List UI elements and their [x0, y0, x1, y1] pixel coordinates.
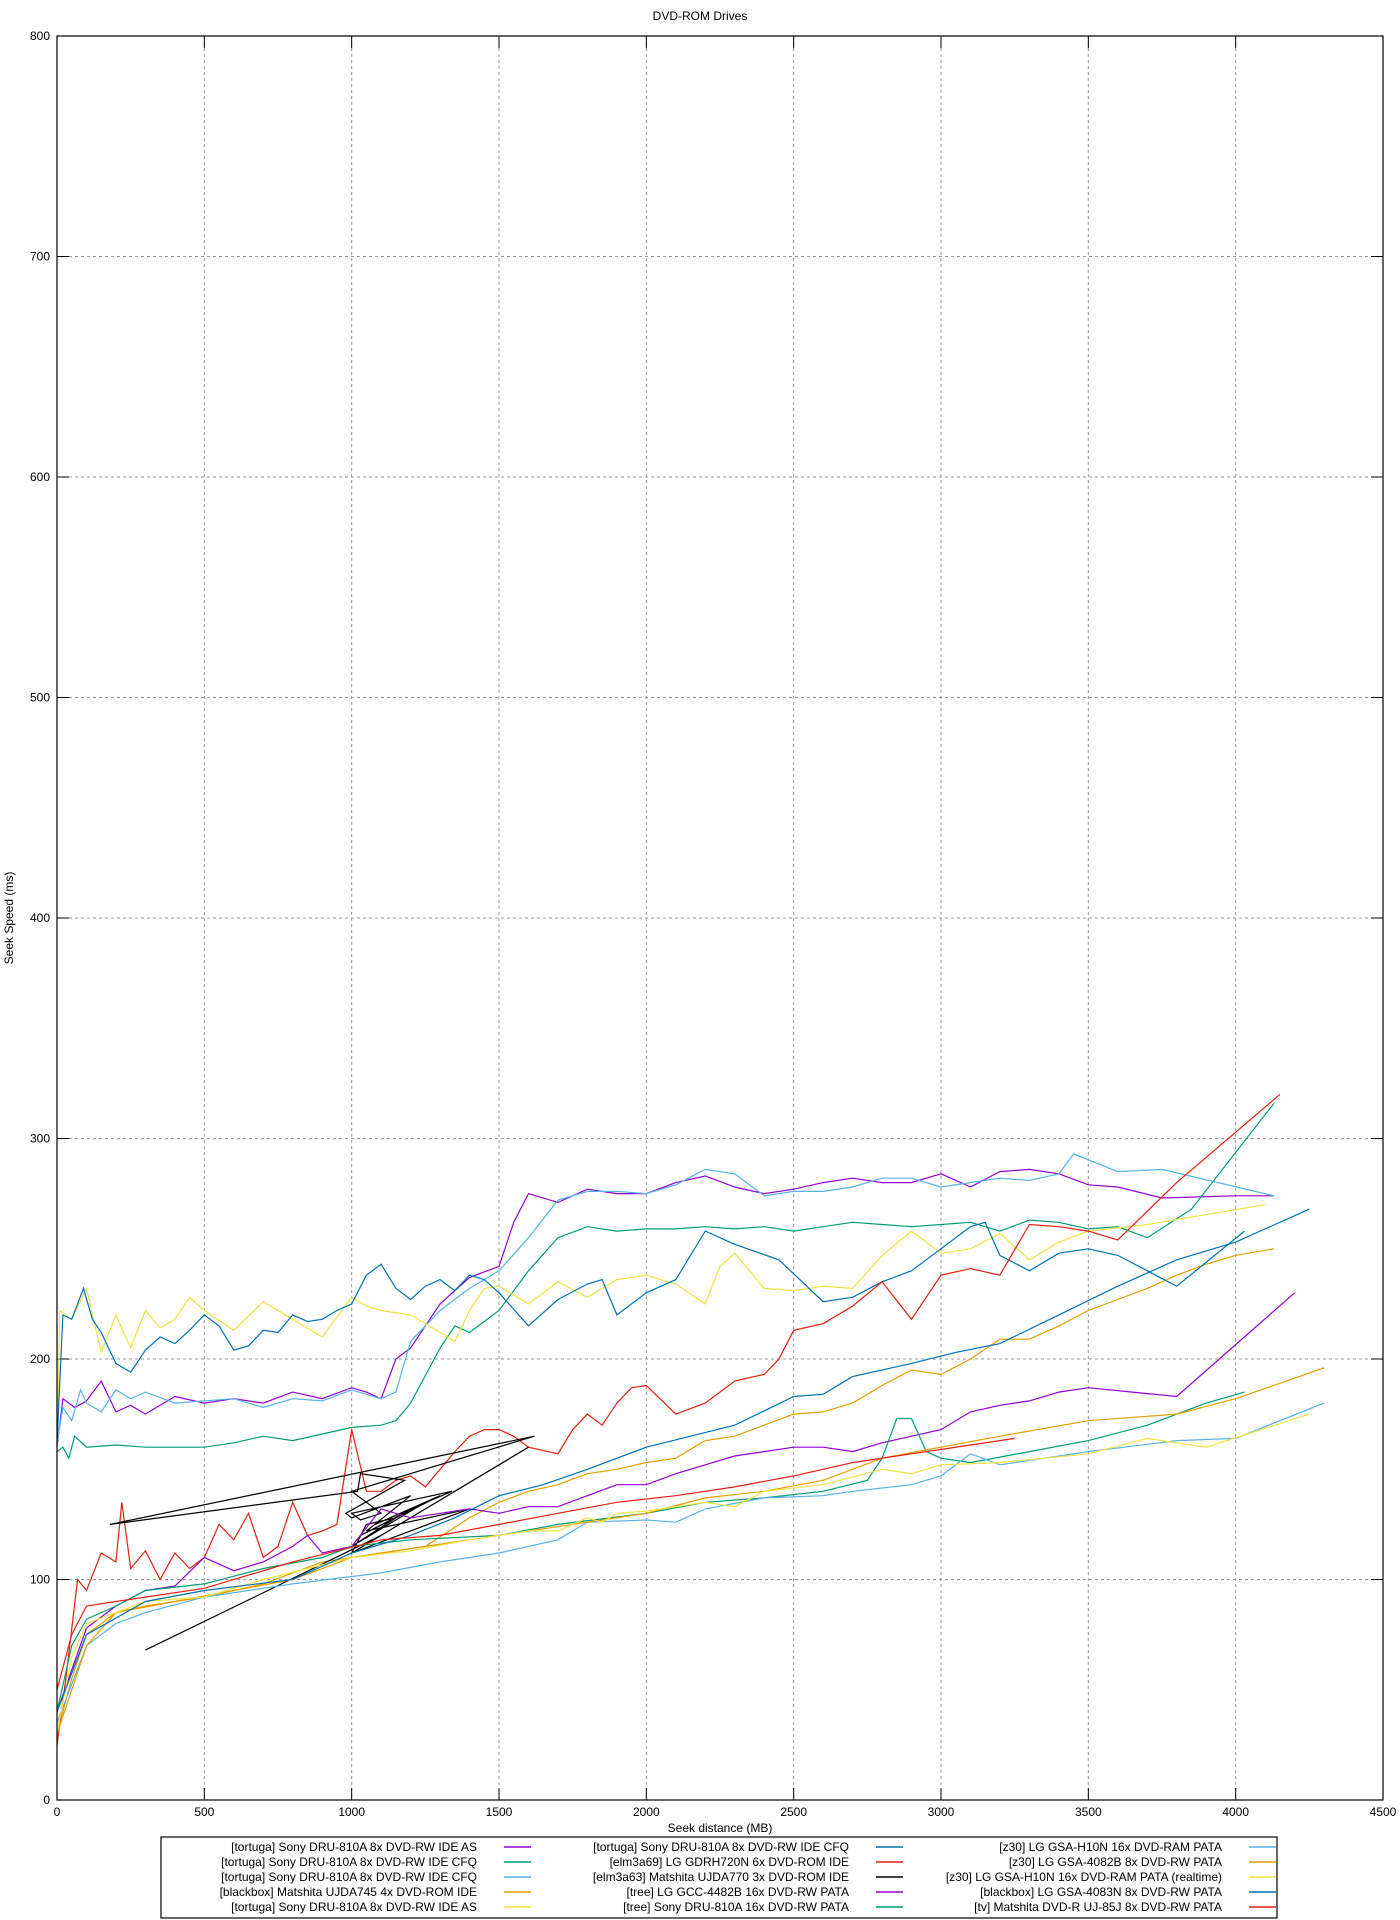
x-tick-label: 4000	[1222, 1805, 1249, 1819]
legend-label: [tortuga] Sony DRU-810A 8x DVD-RW IDE CF…	[221, 1855, 477, 1869]
series-line	[56, 1391, 1245, 1712]
series-group	[56, 1093, 1325, 1745]
series-line	[56, 1402, 1325, 1724]
series-line	[56, 1413, 1310, 1734]
y-tick-label: 300	[30, 1132, 50, 1146]
legend-label: [tortuga] Sony DRU-810A 8x DVD-RW IDE AS	[231, 1900, 477, 1914]
series-line	[56, 1102, 1275, 1460]
y-tick-label: 0	[43, 1793, 50, 1807]
x-tick-label: 2500	[780, 1805, 807, 1819]
x-tick-label: 3500	[1075, 1805, 1102, 1819]
series-line	[109, 1435, 535, 1651]
legend-label: [tree] LG GCC-4482B 16x DVD-RW PATA	[626, 1885, 849, 1899]
tick-labels: 0 500 1000 1500 2000 2500 3000 3500 4000 4500 0 100…	[30, 29, 1397, 1819]
legend-label: [tortuga] Sony DRU-810A 8x DVD-RW IDE CF…	[593, 1840, 849, 1854]
legend: [tortuga] Sony DRU-810A 8x DVD-RW IDE AS…	[220, 1840, 1276, 1914]
legend-label: [tv] Matshita DVD-R UJ-85J 8x DVD-RW PAT…	[974, 1900, 1222, 1914]
x-axis-label: Seek distance (MB)	[668, 1821, 773, 1835]
legend-label: [tortuga] Sony DRU-810A 8x DVD-RW IDE AS	[231, 1840, 477, 1854]
x-tick-label: 1500	[486, 1805, 513, 1819]
y-tick-label: 400	[30, 911, 50, 925]
series-line	[56, 1437, 1015, 1690]
series-line	[56, 1204, 1266, 1448]
x-tick-label: 4500	[1370, 1805, 1397, 1819]
y-tick-label: 600	[30, 470, 50, 484]
series-line	[56, 1093, 1281, 1745]
legend-label: [blackbox] LG GSA-4083N 8x DVD-RW PATA	[980, 1885, 1222, 1899]
y-tick-label: 800	[30, 29, 50, 43]
legend-label: [tortuga] Sony DRU-810A 8x DVD-RW IDE CF…	[221, 1870, 477, 1884]
x-tick-label: 0	[54, 1805, 61, 1819]
legend-label: [z30] LG GSA-H10N 16x DVD-RAM PATA	[999, 1840, 1222, 1854]
x-tick-label: 3000	[928, 1805, 955, 1819]
legend-label: [z30] LG GSA-H10N 16x DVD-RAM PATA (real…	[946, 1870, 1222, 1884]
series-line	[56, 1208, 1310, 1713]
x-tick-label: 2000	[633, 1805, 660, 1819]
x-tick-label: 500	[194, 1805, 214, 1819]
y-tick-label: 100	[30, 1573, 50, 1587]
series-line	[56, 1153, 1275, 1443]
y-tick-label: 200	[30, 1352, 50, 1366]
plot-frame	[56, 35, 1384, 1801]
series-line	[56, 1248, 1275, 1734]
y-axis-label: Seek Speed (ms)	[2, 872, 16, 965]
chart-title: DVD-ROM Drives	[653, 9, 748, 23]
series-line	[56, 1221, 1245, 1443]
legend-label: [elm3a63] Matshita UJDA770 3x DVD-ROM ID…	[593, 1870, 849, 1884]
y-tick-label: 700	[30, 250, 50, 264]
legend-label: [blackbox] Matshita UJDA745 4x DVD-ROM I…	[220, 1885, 477, 1899]
y-tick-label: 500	[30, 691, 50, 705]
grid	[57, 36, 1383, 1800]
x-tick-label: 1000	[338, 1805, 365, 1819]
legend-label: [tree] Sony DRU-810A 16x DVD-RW PATA	[623, 1900, 849, 1914]
series-line	[56, 1292, 1295, 1712]
legend-label: [z30] LG GSA-4082B 8x DVD-RW PATA	[1009, 1855, 1222, 1869]
legend-box	[160, 1836, 1278, 1919]
legend-label: [elm3a69] LG GDRH720N 6x DVD-ROM IDE	[610, 1855, 849, 1869]
series-line	[56, 1168, 1274, 1448]
series-line	[56, 1367, 1325, 1734]
